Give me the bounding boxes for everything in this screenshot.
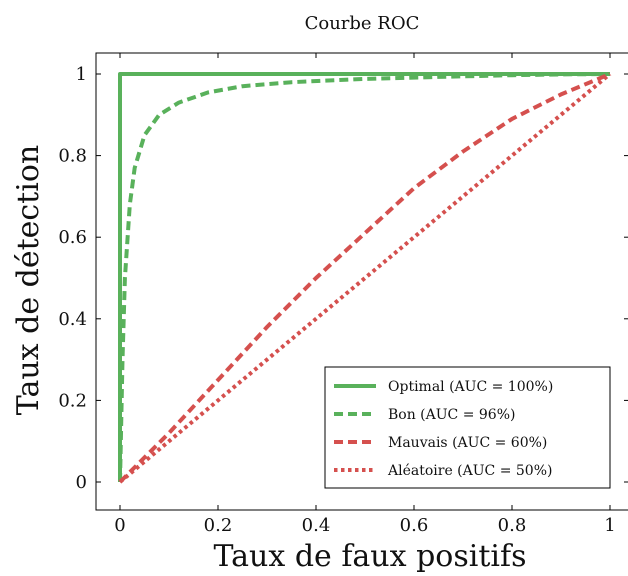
y-tick-label: 0.4 [58, 309, 87, 330]
x-tick-label: 0.2 [204, 515, 233, 536]
x-tick-label: 1 [604, 515, 615, 536]
y-tick-label: 1 [76, 64, 87, 85]
y-axis-label: Taux de détection [11, 145, 46, 415]
legend-label: Mauvais (AUC = 60%) [388, 435, 547, 451]
y-tick-label: 0 [76, 472, 87, 493]
series-group [118, 72, 612, 484]
y-tick-label: 0.8 [58, 146, 87, 167]
series-line-0 [118, 72, 610, 482]
y-tick-label: 0.2 [58, 390, 87, 411]
legend-label: Optimal (AUC = 100%) [388, 379, 553, 395]
x-tick-label: 0.8 [498, 515, 527, 536]
x-tick-label: 0.4 [302, 515, 331, 536]
plot-frame [95, 52, 628, 511]
chart-title: Courbe ROC [305, 13, 420, 34]
y-tick-label: 0.6 [58, 227, 87, 248]
legend: Optimal (AUC = 100%) Bon (AUC = 96%) Mauva… [324, 366, 611, 489]
series-line-1 [118, 72, 611, 483]
series-line-2 [118, 72, 611, 484]
x-tick-label: 0 [114, 515, 125, 536]
legend-label: Bon (AUC = 96%) [388, 407, 515, 423]
legend-label: Aléatoire (AUC = 50%) [387, 463, 552, 479]
x-axis-label: Taux de faux positifs [213, 539, 526, 574]
axis-ticks: 0 0.2 0.4 0.6 0.8 1 0 0.2 0.4 0.6 0.8 1 [58, 53, 628, 536]
series-line-3 [118, 72, 612, 484]
x-tick-label: 0.6 [400, 515, 429, 536]
